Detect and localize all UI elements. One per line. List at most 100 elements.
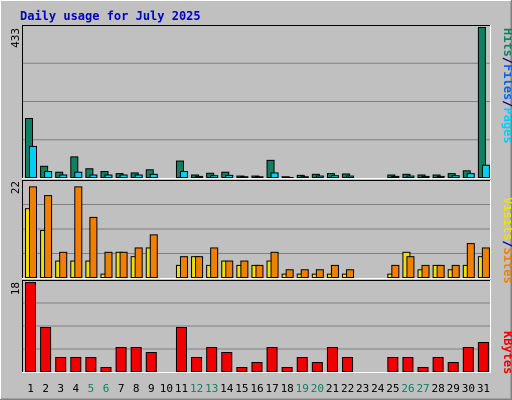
bar-sites — [346, 269, 355, 279]
bar-sites — [270, 251, 279, 278]
bar-files — [406, 175, 415, 179]
bar-kbytes — [477, 342, 489, 372]
legend-visits: Visits — [501, 197, 512, 240]
bar-kbytes — [402, 357, 414, 372]
bar-files — [149, 173, 158, 179]
x-tick-label: 24 — [371, 382, 385, 395]
bar-kbytes — [40, 327, 52, 372]
legend-hits: Hits — [501, 28, 512, 57]
svg-text:Visits/Sites: Visits/Sites — [501, 197, 512, 284]
bar-sites — [210, 247, 219, 278]
legend-hits-files-pages: Hits/Files/Pages — [501, 28, 512, 144]
x-tick-label: 5 — [88, 382, 95, 395]
x-tick-label: 20 — [311, 382, 324, 395]
x-tick-label: 9 — [148, 382, 155, 395]
bar-files — [104, 174, 113, 178]
x-tick-label: 30 — [462, 382, 475, 395]
x-tick-label: 25 — [386, 382, 399, 395]
bar-files — [421, 175, 430, 179]
x-tick-label: 11 — [175, 382, 188, 395]
bar-files — [300, 176, 309, 178]
panel-visits-sites — [22, 180, 491, 279]
x-tick-label: 15 — [235, 382, 248, 395]
bar-files — [195, 175, 204, 179]
bar-files — [481, 164, 490, 178]
x-tick-label: 10 — [160, 382, 173, 395]
x-tick-label: 17 — [265, 382, 278, 395]
ymax-label-kbytes: 18 — [9, 282, 22, 295]
legend-pages: Pages — [501, 108, 512, 144]
svg-text:KBytes: KBytes — [501, 331, 512, 374]
bar-files — [59, 174, 68, 178]
legend-sep-3: / — [501, 240, 512, 247]
bar-files — [330, 175, 339, 178]
bar-sites — [44, 195, 53, 278]
ymax-label-hits: 433 — [9, 28, 22, 48]
bar-files — [179, 171, 188, 179]
legend-kbytes-wrap: KBytes — [501, 331, 512, 374]
bar-sites — [119, 251, 128, 278]
bar-files — [466, 173, 475, 178]
bar-sites — [225, 260, 234, 278]
x-tick-label: 29 — [447, 382, 460, 395]
x-tick-label: 14 — [220, 382, 234, 395]
bar-sites — [406, 256, 415, 279]
x-tick-label: 3 — [57, 382, 64, 395]
bar-sites — [74, 186, 83, 278]
bar-sites — [195, 256, 204, 279]
legend-kbytes: KBytes — [501, 331, 512, 374]
bar-kbytes — [191, 357, 203, 372]
bar-kbytes — [175, 327, 187, 372]
bar-kbytes — [236, 367, 248, 372]
bar-files — [436, 175, 445, 179]
bar-kbytes — [221, 352, 233, 372]
legend-sep-1: / — [501, 57, 512, 64]
bar-kbytes — [462, 347, 474, 372]
bar-sites — [481, 247, 490, 278]
bar-kbytes — [55, 357, 67, 372]
panel-kbytes — [22, 280, 491, 373]
bar-files — [240, 176, 249, 178]
bar-files — [29, 145, 37, 178]
bar-sites — [29, 186, 37, 278]
x-tick-label: 7 — [118, 382, 125, 395]
x-tick-label: 28 — [432, 382, 445, 395]
bar-kbytes — [387, 357, 399, 372]
bar-kbytes — [326, 347, 338, 372]
bar-kbytes — [281, 367, 293, 372]
bar-kbytes — [25, 282, 36, 372]
ymax-label-visits: 22 — [9, 181, 22, 194]
bar-files — [270, 172, 279, 178]
x-tick-label: 31 — [477, 382, 490, 395]
bar-kbytes — [342, 357, 354, 372]
bar-kbytes — [432, 357, 444, 372]
chart-title: Daily usage for July 2025 — [20, 9, 201, 23]
bar-files — [210, 175, 219, 178]
x-tick-label: 26 — [401, 382, 414, 395]
bar-kbytes — [206, 347, 218, 372]
bar-kbytes — [70, 357, 82, 372]
bar-files — [315, 175, 324, 179]
x-tick-label: 1 — [27, 382, 34, 395]
bar-kbytes — [266, 347, 278, 372]
bar-kbytes — [115, 347, 127, 372]
bar-sites — [300, 269, 309, 279]
x-tick-label: 22 — [341, 382, 354, 395]
x-tick-label: 23 — [356, 382, 369, 395]
bar-sites — [315, 269, 324, 279]
bar-sites — [451, 264, 460, 278]
bar-kbytes — [311, 362, 323, 372]
bar-files — [134, 174, 143, 178]
bar-files — [255, 176, 264, 178]
x-tick-label: 16 — [250, 382, 263, 395]
x-tick-label: 13 — [205, 382, 218, 395]
x-tick-label: 21 — [326, 382, 339, 395]
x-tick-label: 8 — [133, 382, 140, 395]
legend-files: Files — [501, 64, 512, 100]
bar-kbytes — [130, 347, 142, 372]
bar-kbytes — [85, 357, 97, 372]
bar-sites — [421, 264, 430, 278]
x-tick-label: 18 — [281, 382, 294, 395]
bar-kbytes — [447, 362, 459, 372]
